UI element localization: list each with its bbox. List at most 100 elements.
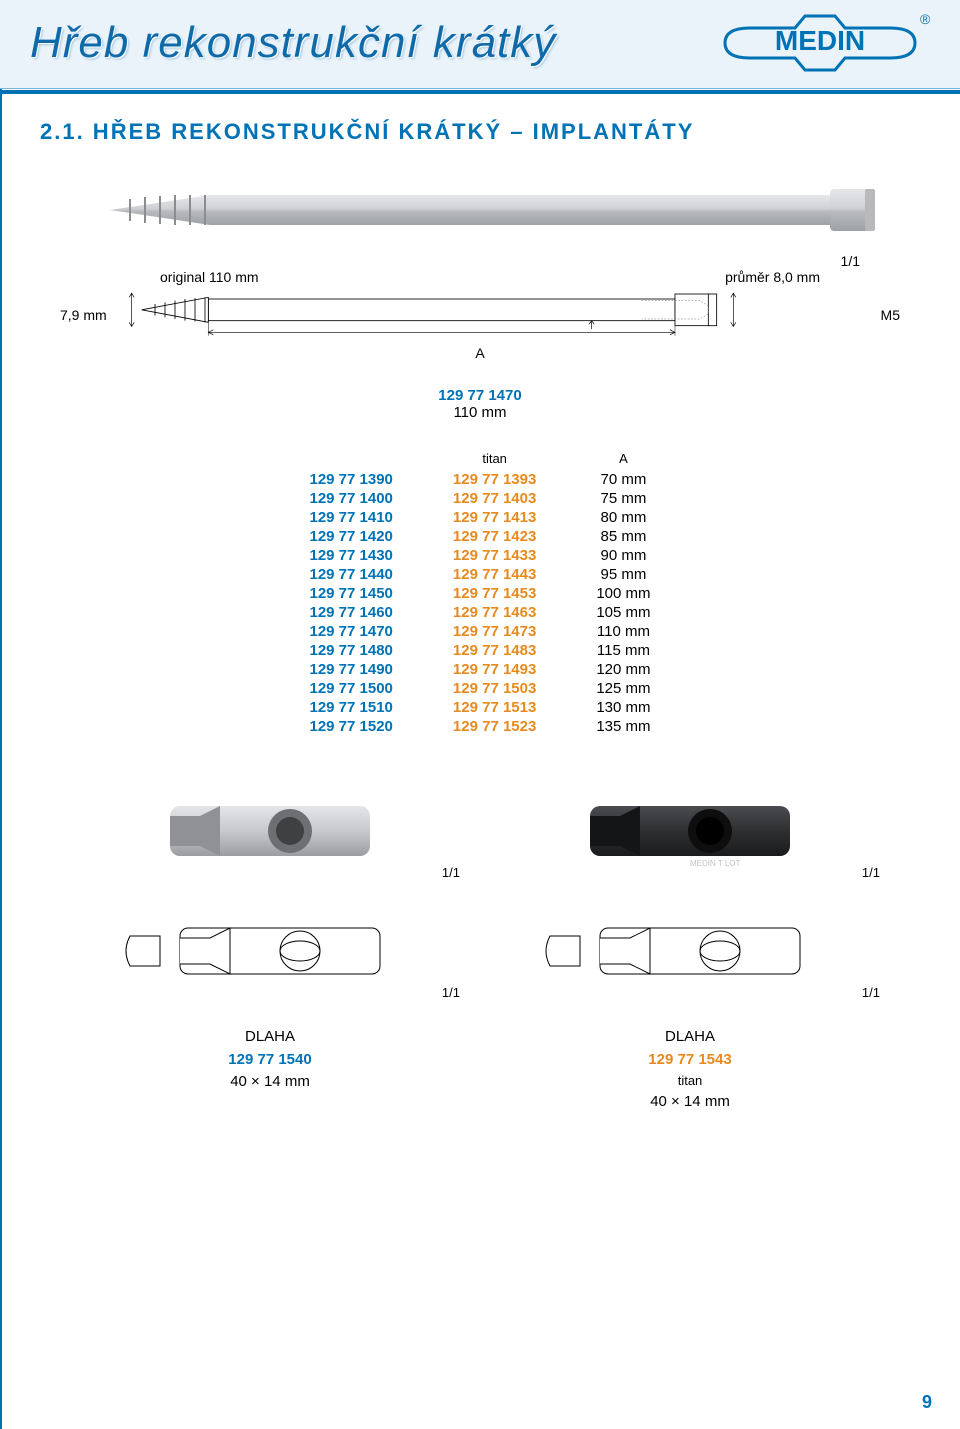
table-row: 129 77 1520129 77 1523135 mm xyxy=(279,717,680,736)
dim-right: M5 xyxy=(881,307,900,323)
table-row: 129 77 1510129 77 1513130 mm xyxy=(279,698,680,717)
table-row: 129 77 1400129 77 140375 mm xyxy=(279,489,680,508)
table-row: 129 77 1390129 77 139370 mm xyxy=(279,470,680,489)
table-row: 129 77 1440129 77 144395 mm xyxy=(279,565,680,584)
plate-left-diagram: 1/1 xyxy=(90,906,450,1006)
plate-right-size: 40 × 14 mm xyxy=(510,1091,870,1114)
plate-right: MEDIN T LOT 1/1 1/1 DLAHA xyxy=(510,786,870,1113)
edge-stripe xyxy=(0,0,2,1429)
table-cell-code: 129 77 1410 xyxy=(279,508,422,527)
plate-left-name: DLAHA xyxy=(90,1026,450,1049)
table-cell-size: 110 mm xyxy=(566,622,680,641)
table-cell-code: 129 77 1420 xyxy=(279,527,422,546)
table-header xyxy=(279,451,422,470)
plate-left-caption: DLAHA 129 77 1540 40 × 14 mm xyxy=(90,1026,450,1094)
table-header: A xyxy=(566,451,680,470)
table-row: 129 77 1500129 77 1503125 mm xyxy=(279,679,680,698)
table-cell-size: 85 mm xyxy=(566,527,680,546)
table-cell-code: 129 77 1510 xyxy=(279,698,422,717)
table-cell-code: 129 77 1440 xyxy=(279,565,422,584)
table-cell-size: 120 mm xyxy=(566,660,680,679)
plate-right-caption: DLAHA 129 77 1543 titan 40 × 14 mm xyxy=(510,1026,870,1113)
table-cell-code: 129 77 1390 xyxy=(279,470,422,489)
plate-right-code: 129 77 1543 xyxy=(510,1049,870,1072)
table-cell-titan: 129 77 1403 xyxy=(423,489,566,508)
plate-right-sub: titan xyxy=(510,1071,870,1091)
table-cell-code: 129 77 1490 xyxy=(279,660,422,679)
table-header-row: titan A xyxy=(279,451,680,470)
plate-left-photo: 1/1 xyxy=(90,786,450,886)
nail-photo-area xyxy=(40,175,920,245)
table-row: 129 77 1490129 77 1493120 mm xyxy=(279,660,680,679)
table-cell-titan: 129 77 1463 xyxy=(423,603,566,622)
table-cell-size: 130 mm xyxy=(566,698,680,717)
plate-right-name: DLAHA xyxy=(510,1026,870,1049)
table-cell-size: 95 mm xyxy=(566,565,680,584)
center-spec: 129 77 1470 110 mm xyxy=(0,387,960,421)
page-header: Hřeb rekonstrukční krátký MEDIN ® xyxy=(0,0,960,89)
table-row: 129 77 1470129 77 1473110 mm xyxy=(279,622,680,641)
table-row: 129 77 1480129 77 1483115 mm xyxy=(279,641,680,660)
table-cell-size: 105 mm xyxy=(566,603,680,622)
table-cell-code: 129 77 1480 xyxy=(279,641,422,660)
table-cell-titan: 129 77 1453 xyxy=(423,584,566,603)
plate-left-diag-scale: 1/1 xyxy=(442,985,460,1000)
section-title: 2.1. HŘEB REKONSTRUKČNÍ KRÁTKÝ – IMPLANT… xyxy=(40,119,960,145)
table-cell-code: 129 77 1450 xyxy=(279,584,422,603)
table-cell-code: 129 77 1430 xyxy=(279,546,422,565)
page-title: Hřeb rekonstrukční krátký xyxy=(30,18,556,68)
table-cell-titan: 129 77 1523 xyxy=(423,717,566,736)
table-cell-titan: 129 77 1413 xyxy=(423,508,566,527)
table-cell-code: 129 77 1520 xyxy=(279,717,422,736)
svg-text:MEDIN T LOT: MEDIN T LOT xyxy=(690,859,740,868)
original-row: original 110 mm průměr 8,0 mm xyxy=(0,269,960,285)
plate-right-diagram: 1/1 xyxy=(510,906,870,1006)
spec-table: titan A 129 77 1390129 77 139370 mm129 7… xyxy=(279,451,680,736)
spec-table-wrap: titan A 129 77 1390129 77 139370 mm129 7… xyxy=(0,451,960,736)
table-cell-titan: 129 77 1503 xyxy=(423,679,566,698)
table-cell-size: 135 mm xyxy=(566,717,680,736)
table-row: 129 77 1410129 77 141380 mm xyxy=(279,508,680,527)
plate-left-scale: 1/1 xyxy=(442,865,460,880)
plate-left-size: 40 × 14 mm xyxy=(90,1071,450,1094)
table-cell-titan: 129 77 1433 xyxy=(423,546,566,565)
table-cell-size: 125 mm xyxy=(566,679,680,698)
table-row: 129 77 1430129 77 143390 mm xyxy=(279,546,680,565)
table-cell-size: 115 mm xyxy=(566,641,680,660)
svg-text:MEDIN: MEDIN xyxy=(775,25,865,56)
svg-text:®: ® xyxy=(920,11,930,27)
plate-right-photo: MEDIN T LOT 1/1 xyxy=(510,786,870,886)
table-header: titan xyxy=(423,451,566,470)
table-cell-size: 90 mm xyxy=(566,546,680,565)
table-cell-size: 80 mm xyxy=(566,508,680,527)
table-cell-code: 129 77 1500 xyxy=(279,679,422,698)
table-cell-titan: 129 77 1483 xyxy=(423,641,566,660)
page-number: 9 xyxy=(922,1392,932,1413)
table-cell-titan: 129 77 1473 xyxy=(423,622,566,641)
table-cell-titan: 129 77 1393 xyxy=(423,470,566,489)
table-cell-code: 129 77 1460 xyxy=(279,603,422,622)
table-row: 129 77 1420129 77 142385 mm xyxy=(279,527,680,546)
original-label: original 110 mm xyxy=(160,269,259,285)
center-spec-code: 129 77 1470 xyxy=(0,387,960,404)
table-cell-titan: 129 77 1423 xyxy=(423,527,566,546)
nail-diagram-area: 7,9 mm xyxy=(40,289,920,369)
table-row: 129 77 1460129 77 1463105 mm xyxy=(279,603,680,622)
dim-left: 7,9 mm xyxy=(60,307,107,323)
plate-right-scale: 1/1 xyxy=(862,865,880,880)
center-spec-size: 110 mm xyxy=(0,404,960,421)
logo: MEDIN ® xyxy=(710,8,930,78)
plates-row: 1/1 1/1 DLAHA 129 xyxy=(60,786,900,1113)
page: Hřeb rekonstrukční krátký MEDIN ® 2.1. H… xyxy=(0,0,960,1429)
nail-diagram xyxy=(125,289,742,339)
plate-left: 1/1 1/1 DLAHA 129 xyxy=(90,786,450,1113)
nail-scale: 1/1 xyxy=(0,253,960,269)
table-row: 129 77 1450129 77 1453100 mm xyxy=(279,584,680,603)
table-cell-size: 75 mm xyxy=(566,489,680,508)
diameter-label: průměr 8,0 mm xyxy=(725,269,820,285)
table-cell-titan: 129 77 1513 xyxy=(423,698,566,717)
table-cell-titan: 129 77 1443 xyxy=(423,565,566,584)
table-cell-code: 129 77 1470 xyxy=(279,622,422,641)
table-cell-code: 129 77 1400 xyxy=(279,489,422,508)
table-cell-titan: 129 77 1493 xyxy=(423,660,566,679)
